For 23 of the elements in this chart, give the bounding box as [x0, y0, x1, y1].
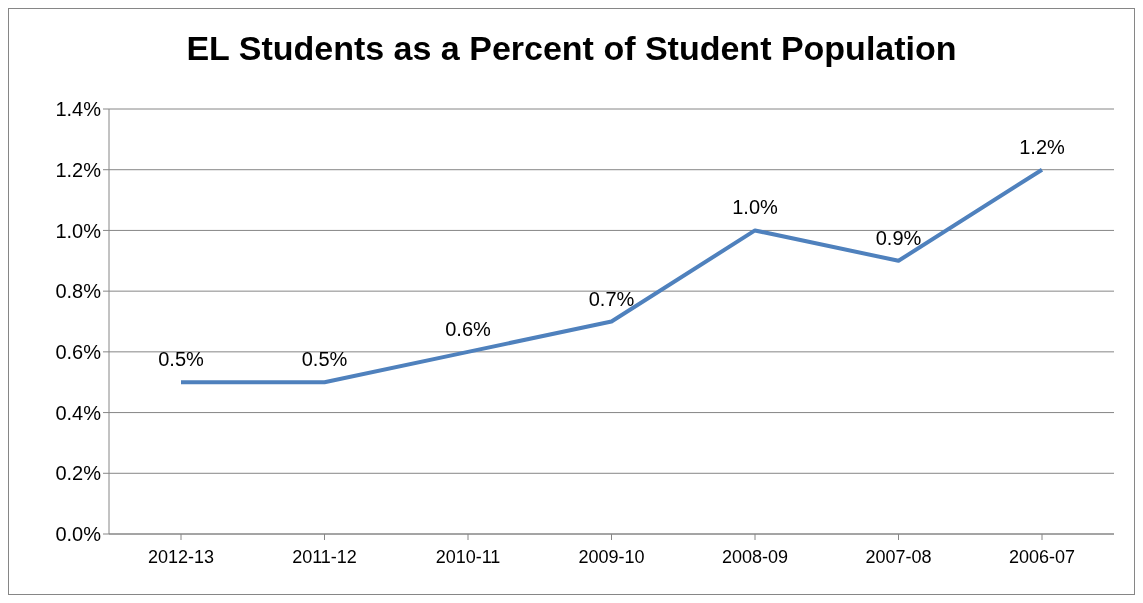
x-tick-label: 2008-09: [721, 546, 789, 567]
data-label: 0.5%: [158, 348, 205, 371]
x-tick-label: 2012-13: [147, 546, 215, 567]
data-label: 0.6%: [445, 317, 492, 340]
data-label: 0.7%: [588, 287, 635, 310]
x-tick-label: 2007-08: [865, 546, 932, 567]
y-tick-label: 0.2%: [55, 462, 102, 485]
y-tick-label: 0.4%: [55, 401, 102, 424]
chart-title: EL Students as a Percent of Student Population: [185, 28, 958, 69]
y-tick-label: 0.6%: [55, 340, 102, 363]
x-tick-label: 2010-11: [435, 546, 501, 567]
data-label: 1.0%: [732, 196, 779, 219]
data-label: 0.5%: [301, 348, 348, 371]
data-label: 0.9%: [875, 226, 922, 249]
y-tick-label: 1.2%: [55, 158, 102, 181]
y-tick-label: 1.0%: [55, 219, 102, 242]
y-tick-label: 0.8%: [55, 280, 102, 303]
x-tick-label: 2006-07: [1008, 546, 1076, 567]
x-tick-label: 2011-12: [292, 546, 357, 567]
y-tick-label: 1.4%: [55, 98, 102, 121]
data-label: 1.2%: [1019, 135, 1066, 158]
y-tick-label: 0.0%: [55, 523, 102, 546]
x-tick-label: 2009-10: [578, 546, 645, 567]
